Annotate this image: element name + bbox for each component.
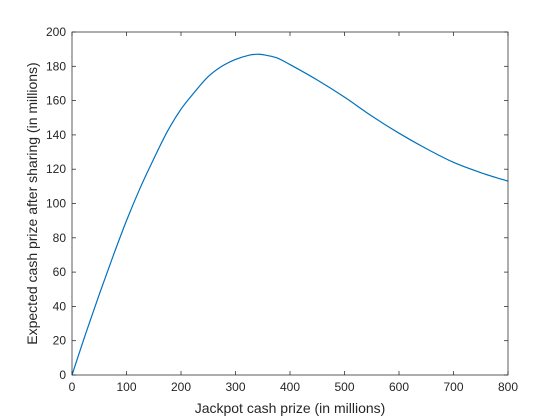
x-tick-label: 400 <box>280 380 300 394</box>
x-tick-label: 200 <box>171 380 191 394</box>
x-axis-label: Jackpot cash prize (in millions) <box>195 400 386 416</box>
series-line <box>71 53 509 376</box>
y-tick-label: 200 <box>46 25 66 39</box>
y-tick-label: 160 <box>46 94 66 108</box>
y-tick-label: 0 <box>59 368 66 382</box>
plot-background <box>72 32 508 375</box>
y-tick-label: 140 <box>46 128 66 142</box>
y-tick-label: 180 <box>46 59 66 73</box>
x-tick-label: 0 <box>69 380 76 394</box>
x-tick-label: 300 <box>225 380 245 394</box>
y-tick-label: 80 <box>53 231 67 245</box>
x-tick-label: 600 <box>389 380 409 394</box>
y-tick-label: 120 <box>46 162 66 176</box>
x-tick-label: 100 <box>116 380 136 394</box>
x-axis-ticks: 0 100 200 300 400 500 600 700 800 <box>69 32 518 394</box>
y-tick-label: 100 <box>46 197 66 211</box>
x-tick-label: 500 <box>334 380 354 394</box>
y-axis-label: Expected cash prize after sharing (in mi… <box>24 62 40 344</box>
x-tick-label: 700 <box>443 380 463 394</box>
y-tick-label: 40 <box>53 299 67 313</box>
y-tick-label: 20 <box>53 334 67 348</box>
y-axis-ticks: 0 20 40 60 80 100 120 140 160 180 200 <box>46 25 508 382</box>
series-layer <box>71 53 509 376</box>
x-tick-label: 800 <box>498 380 518 394</box>
y-tick-label: 60 <box>53 265 67 279</box>
